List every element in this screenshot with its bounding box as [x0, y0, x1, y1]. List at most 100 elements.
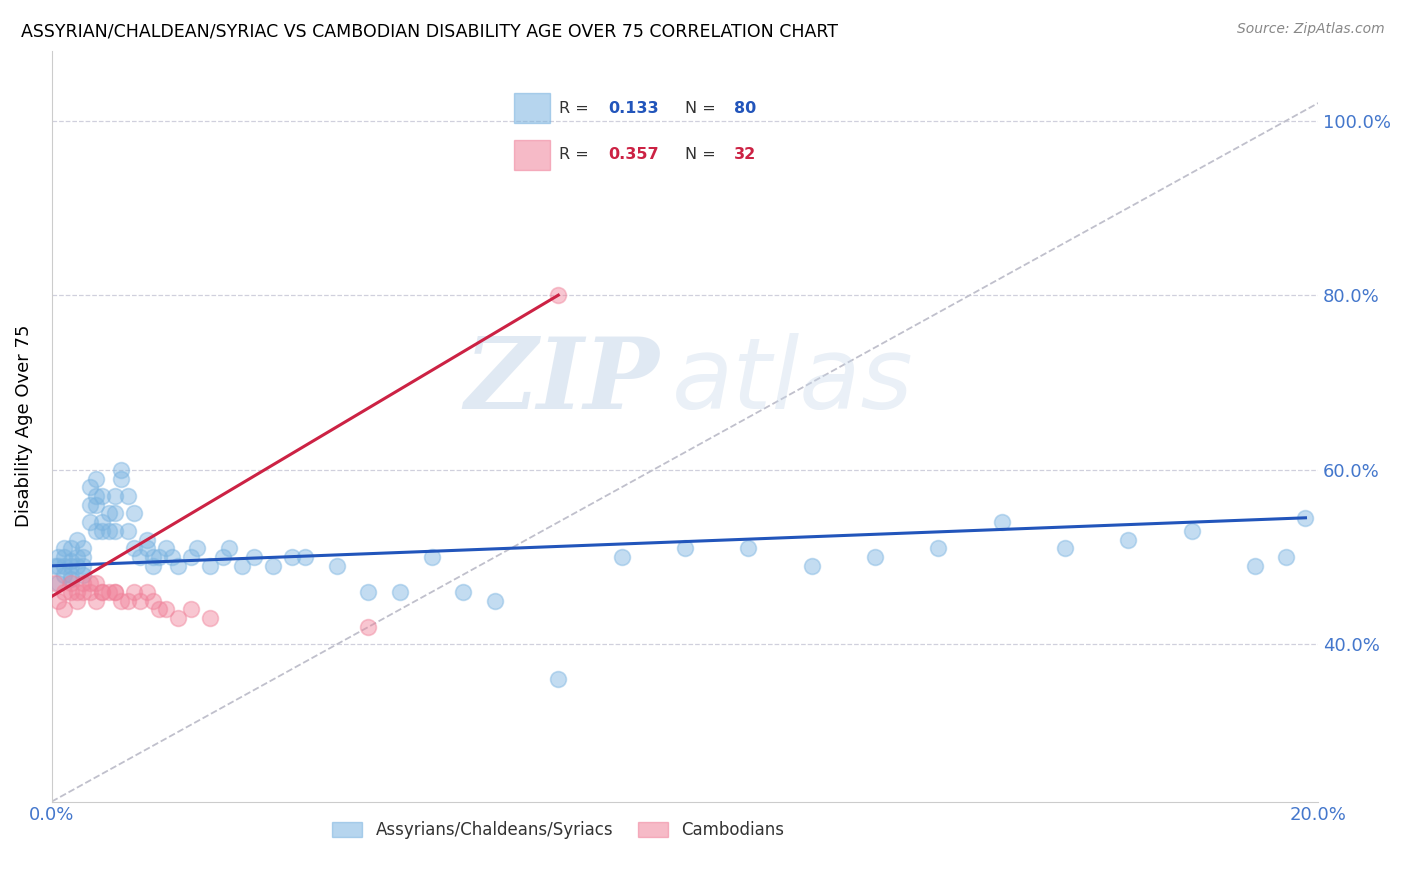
Text: Source: ZipAtlas.com: Source: ZipAtlas.com — [1237, 22, 1385, 37]
Point — [104, 489, 127, 503]
Point — [262, 558, 284, 573]
Point — [198, 611, 221, 625]
Point — [547, 673, 569, 687]
Point — [167, 611, 190, 625]
Point — [325, 558, 347, 573]
Point — [79, 515, 101, 529]
Point — [1275, 550, 1298, 565]
Point — [104, 507, 127, 521]
Point — [357, 620, 380, 634]
Point — [927, 541, 949, 556]
Point — [990, 515, 1012, 529]
Point — [129, 550, 152, 565]
Point — [142, 593, 165, 607]
Point — [84, 524, 107, 538]
Point — [211, 550, 233, 565]
Point — [53, 550, 76, 565]
Point — [388, 585, 411, 599]
Point — [91, 524, 114, 538]
Point — [97, 585, 120, 599]
Point — [160, 550, 183, 565]
Text: ASSYRIAN/CHALDEAN/SYRIAC VS CAMBODIAN DISABILITY AGE OVER 75 CORRELATION CHART: ASSYRIAN/CHALDEAN/SYRIAC VS CAMBODIAN DI… — [21, 22, 838, 40]
Point — [673, 541, 696, 556]
Point — [357, 585, 380, 599]
Legend: Assyrians/Chaldeans/Syriacs, Cambodians: Assyrians/Chaldeans/Syriacs, Cambodians — [326, 814, 792, 846]
Point — [148, 602, 170, 616]
Point — [186, 541, 208, 556]
Point — [59, 554, 82, 568]
Point — [72, 541, 94, 556]
Point — [484, 593, 506, 607]
Point — [135, 533, 157, 547]
Point — [198, 558, 221, 573]
Point — [46, 558, 69, 573]
Point — [72, 558, 94, 573]
Point — [110, 463, 132, 477]
Point — [72, 576, 94, 591]
Point — [180, 602, 202, 616]
Point — [66, 550, 89, 565]
Point — [104, 585, 127, 599]
Point — [84, 576, 107, 591]
Point — [142, 558, 165, 573]
Point — [53, 567, 76, 582]
Point — [1180, 524, 1202, 538]
Point — [135, 541, 157, 556]
Point — [104, 585, 127, 599]
Point — [281, 550, 304, 565]
Point — [59, 541, 82, 556]
Point — [110, 593, 132, 607]
Point — [547, 288, 569, 302]
Point — [79, 585, 101, 599]
Point — [59, 572, 82, 586]
Point — [84, 489, 107, 503]
Point — [1053, 541, 1076, 556]
Point — [46, 576, 69, 591]
Point — [110, 471, 132, 485]
Point — [155, 541, 177, 556]
Y-axis label: Disability Age Over 75: Disability Age Over 75 — [15, 325, 32, 527]
Point — [737, 541, 759, 556]
Point — [53, 541, 76, 556]
Point — [453, 585, 475, 599]
Point — [180, 550, 202, 565]
Point — [66, 558, 89, 573]
Text: atlas: atlas — [672, 333, 914, 430]
Point — [117, 489, 139, 503]
Point — [155, 602, 177, 616]
Point — [79, 498, 101, 512]
Point — [66, 593, 89, 607]
Point — [66, 533, 89, 547]
Point — [72, 550, 94, 565]
Point — [122, 541, 145, 556]
Point — [129, 593, 152, 607]
Point — [46, 550, 69, 565]
Point — [91, 515, 114, 529]
Point — [59, 585, 82, 599]
Point — [218, 541, 240, 556]
Point — [1295, 511, 1317, 525]
Point — [44, 558, 66, 573]
Point — [420, 550, 443, 565]
Point — [294, 550, 316, 565]
Point — [72, 585, 94, 599]
Point — [59, 567, 82, 582]
Point — [79, 480, 101, 494]
Point — [167, 558, 190, 573]
Point — [84, 498, 107, 512]
Point — [135, 585, 157, 599]
Point — [79, 576, 101, 591]
Point — [59, 558, 82, 573]
Point — [800, 558, 823, 573]
Point — [122, 585, 145, 599]
Point — [84, 471, 107, 485]
Point — [231, 558, 253, 573]
Point — [46, 593, 69, 607]
Point — [122, 507, 145, 521]
Point — [97, 524, 120, 538]
Point — [148, 550, 170, 565]
Point — [863, 550, 886, 565]
Text: ZIP: ZIP — [464, 333, 659, 429]
Point — [1243, 558, 1265, 573]
Point — [53, 585, 76, 599]
